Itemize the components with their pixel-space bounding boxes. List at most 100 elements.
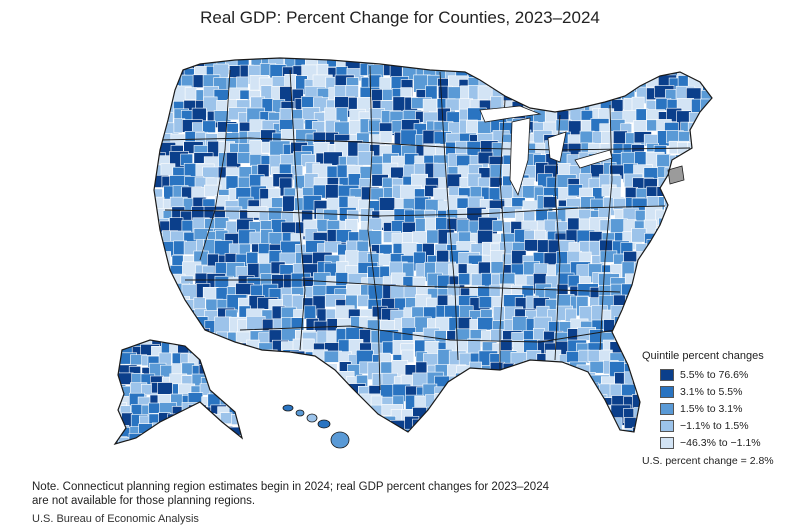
county-cell: [334, 407, 353, 428]
county-cell: [708, 76, 712, 94]
legend-swatch: [660, 420, 674, 432]
county-cell: [268, 232, 283, 246]
county-cell: [326, 406, 347, 421]
legend-items: 5.5% to 76.6% 3.1% to 5.5% 1.5% to 3.1% −1.…: [642, 367, 800, 451]
county-cell: [512, 67, 531, 89]
county-cell: [357, 427, 374, 432]
county-cell: [664, 58, 679, 70]
county-cell: [645, 295, 665, 315]
county-cell: [709, 217, 712, 238]
county-cell: [713, 66, 727, 85]
county-cell: [709, 231, 712, 248]
county-cell: [500, 394, 521, 411]
county-cell: [667, 265, 684, 285]
county-cell: [379, 77, 392, 92]
county-cell: [510, 78, 526, 98]
county-cell: [240, 405, 242, 418]
county-cell: [284, 427, 299, 432]
county-cell: [621, 383, 643, 397]
county-cell: [482, 371, 503, 384]
county-cell: [238, 375, 242, 389]
county-cell: [698, 307, 712, 321]
county-cell: [523, 67, 537, 87]
county-cell: [678, 185, 697, 199]
county-cell: [445, 404, 465, 417]
county-cell: [207, 344, 222, 356]
county-cell: [513, 382, 535, 397]
county-cell: [679, 305, 698, 323]
county-cell: [558, 408, 578, 426]
county-cell: [188, 404, 207, 422]
county-cell: [603, 62, 616, 77]
county-cell: [657, 329, 670, 346]
county-cell: [205, 362, 227, 381]
county-cell: [197, 434, 210, 444]
county-cell: [230, 445, 245, 461]
county-cell: [187, 424, 202, 436]
county-cell: [677, 232, 696, 254]
county-cell: [687, 162, 700, 177]
county-cell: [221, 435, 235, 444]
county-cell: [535, 64, 554, 78]
county-cell: [701, 112, 712, 132]
county-cell: [262, 415, 282, 429]
county-cell: [676, 264, 695, 281]
county-cell: [154, 275, 169, 291]
county-cell: [229, 371, 251, 388]
county-cell: [524, 406, 539, 429]
county-cell: [154, 266, 165, 286]
county-cell: [559, 74, 579, 96]
county-cell: [624, 319, 646, 339]
county-cell: [199, 347, 216, 366]
county-cell: [422, 429, 444, 432]
county-cell: [600, 58, 617, 66]
county-cell: [532, 397, 547, 412]
county-cell: [709, 284, 712, 300]
county-cell: [357, 294, 370, 307]
county-cell: [653, 58, 670, 74]
county-cell: [713, 121, 725, 139]
county-cell: [248, 408, 262, 424]
county-cell: [534, 416, 550, 432]
legend-label: 5.5% to 76.6%: [680, 369, 749, 381]
county-cell: [217, 352, 233, 367]
county-cell: [688, 264, 704, 279]
county-cell: [492, 65, 511, 85]
map-title: Real GDP: Percent Change for Counties, 2…: [200, 8, 600, 27]
county-cell: [178, 442, 194, 444]
county-cell: [230, 374, 242, 394]
county-cell: [690, 242, 705, 262]
county-cell: [677, 242, 694, 257]
county-cell: [714, 57, 729, 69]
county-cell: [248, 427, 263, 432]
county-cell: [181, 415, 194, 428]
county-cell: [545, 415, 565, 432]
county-cell: [577, 79, 597, 92]
county-cell: [211, 355, 230, 368]
county-cell: [612, 63, 627, 80]
county-cell: [664, 287, 685, 303]
county-cell: [227, 343, 242, 354]
county-cell: [512, 405, 527, 418]
county-cell: [698, 243, 712, 262]
county-cell: [171, 406, 183, 419]
county-cell: [504, 67, 526, 82]
county-cell: [701, 144, 712, 166]
county-cell: [115, 345, 120, 361]
county-cell: [468, 415, 490, 432]
county-cell: [237, 353, 253, 367]
county-cell: [643, 58, 660, 70]
county-cell: [174, 320, 188, 337]
county-cell: [578, 406, 592, 426]
county-cell: [711, 327, 712, 342]
county-cell: [545, 58, 567, 70]
county-cell: [664, 328, 679, 344]
legend-item: −1.1% to 1.5%: [660, 418, 800, 434]
county-cell: [678, 283, 694, 305]
county-cell: [181, 436, 198, 444]
us-percent-change: U.S. percent change = 2.8%: [642, 455, 774, 467]
county-cell: [302, 383, 322, 396]
connecticut-unavailable: [667, 165, 685, 185]
county-cell: [191, 436, 207, 444]
county-cell: [258, 342, 273, 363]
